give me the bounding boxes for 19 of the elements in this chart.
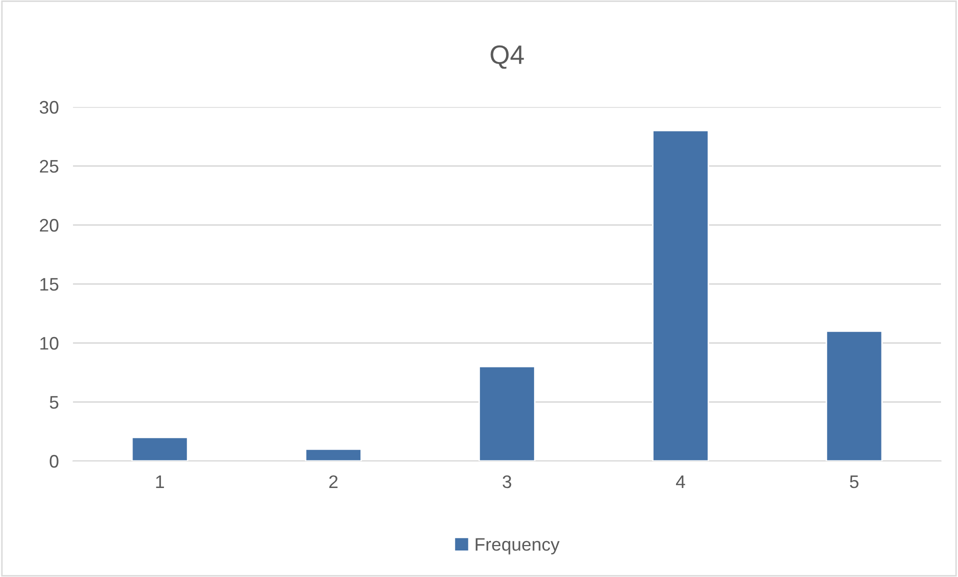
x-tick-label: 2	[329, 475, 338, 488]
y-tick-label: 30	[40, 100, 58, 114]
y-tick-label: 20	[40, 218, 58, 232]
bar	[304, 448, 362, 461]
legend-label: Frequency	[476, 538, 560, 554]
x-tick-label: 4	[676, 476, 686, 488]
y-tick-label: 15	[40, 278, 58, 291]
x-tick-label: 5	[850, 476, 858, 488]
bar	[826, 330, 883, 461]
x-tick-label: 3	[502, 475, 512, 488]
y-tick-label: 25	[40, 160, 58, 173]
chart-title: Q4	[490, 45, 524, 69]
y-tick-label: 10	[40, 336, 58, 350]
y-tick-label: 5	[50, 396, 58, 409]
bar	[652, 130, 710, 461]
bar	[131, 436, 188, 461]
bar	[478, 366, 536, 461]
y-tick-label: 0	[50, 454, 58, 468]
x-tick-label: 1	[156, 476, 164, 488]
